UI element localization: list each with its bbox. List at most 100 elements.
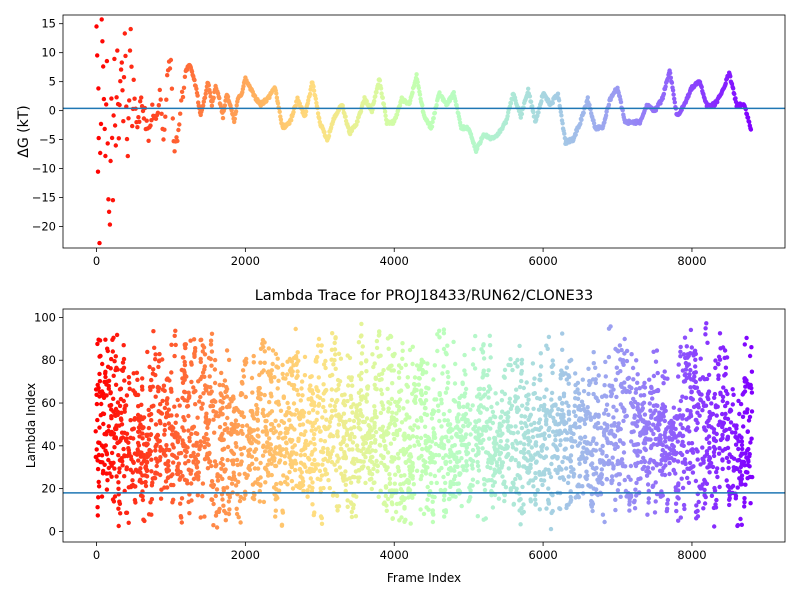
lambda-point xyxy=(162,422,167,428)
lambda-point xyxy=(342,392,347,397)
lambda-point xyxy=(738,516,743,522)
lambda-point xyxy=(505,445,510,451)
lambda-point xyxy=(351,502,356,508)
lambda-point xyxy=(449,435,454,440)
lambda-point xyxy=(611,442,617,447)
lambda-point xyxy=(675,483,681,488)
lambda-point xyxy=(262,349,267,354)
lambda-point xyxy=(321,398,326,403)
lambda-point xyxy=(739,522,744,527)
lambda-point xyxy=(704,321,709,326)
lambda-point xyxy=(615,458,621,464)
lambda-point xyxy=(727,426,732,432)
lambda-point xyxy=(514,447,519,452)
lambda-point xyxy=(344,443,350,448)
lambda-point xyxy=(233,483,239,488)
lambda-point xyxy=(311,468,317,474)
lambda-point xyxy=(227,492,232,497)
lambda-point xyxy=(688,351,693,356)
lambda-point xyxy=(430,508,435,513)
delta-g-point xyxy=(672,96,677,102)
lambda-point xyxy=(703,403,709,408)
lambda-point xyxy=(665,497,671,503)
lambda-point xyxy=(214,410,219,415)
lambda-point xyxy=(283,412,289,418)
delta-g-point xyxy=(159,111,164,117)
lambda-point xyxy=(117,403,123,409)
lambda-point xyxy=(311,512,316,518)
lambda-point xyxy=(447,408,452,414)
delta-g-point xyxy=(579,117,584,123)
lambda-point xyxy=(284,440,289,445)
lambda-point xyxy=(727,502,732,508)
delta-g-point xyxy=(378,86,384,91)
lambda-point xyxy=(261,344,266,350)
lambda-point xyxy=(180,473,185,479)
lambda-point xyxy=(511,431,516,436)
lambda-point xyxy=(459,428,464,433)
lambda-point xyxy=(130,478,135,483)
lambda-point xyxy=(423,370,429,375)
lambda-point xyxy=(334,493,340,498)
lambda-point xyxy=(557,506,562,511)
lambda-point xyxy=(681,502,687,508)
lambda-point xyxy=(262,413,267,419)
lambda-point xyxy=(363,455,368,460)
lambda-point xyxy=(429,439,435,444)
delta-g-point xyxy=(539,99,544,104)
lambda-point xyxy=(717,484,722,490)
lambda-point xyxy=(309,428,314,433)
lambda-point xyxy=(600,443,605,449)
lambda-point xyxy=(467,421,472,426)
lambda-point xyxy=(541,478,547,483)
lambda-point xyxy=(328,403,333,408)
lambda-point xyxy=(205,466,211,471)
delta-g-point xyxy=(161,137,166,142)
lambda-point xyxy=(534,459,539,464)
lambda-point xyxy=(703,494,708,500)
lambda-point xyxy=(577,416,582,421)
lambda-point xyxy=(660,442,665,448)
lambda-point xyxy=(296,392,301,397)
lambda-point xyxy=(717,357,723,362)
delta-g-point xyxy=(278,117,284,122)
lambda-point xyxy=(452,399,458,404)
lambda-point xyxy=(733,442,739,447)
lambda-point xyxy=(255,433,260,438)
delta-g-point xyxy=(105,141,110,146)
lambda-point xyxy=(290,369,295,374)
lambda-point xyxy=(95,513,101,518)
lambda-point xyxy=(100,471,106,476)
lambda-point xyxy=(258,482,263,487)
lambda-point xyxy=(153,352,158,357)
lambda-point xyxy=(270,361,275,367)
lambda-point xyxy=(136,443,142,448)
lambda-point xyxy=(301,410,307,415)
lambda-point xyxy=(171,460,176,465)
lambda-point xyxy=(698,485,703,490)
delta-g-point xyxy=(581,110,586,116)
lambda-point xyxy=(361,459,366,464)
lambda-point xyxy=(741,424,746,429)
lambda-point xyxy=(377,329,382,334)
delta-g-point xyxy=(372,98,377,104)
delta-g-point xyxy=(168,57,174,63)
lambda-point xyxy=(725,434,731,439)
lambda-point xyxy=(441,446,446,451)
lambda-point xyxy=(368,455,374,460)
lambda-point xyxy=(429,416,435,421)
lambda-point xyxy=(146,407,151,413)
lambda-point xyxy=(387,476,393,481)
lambda-point xyxy=(208,342,214,347)
lambda-point xyxy=(240,368,246,373)
lambda-point xyxy=(502,492,507,498)
lambda-point xyxy=(205,425,210,430)
lambda-point xyxy=(490,409,496,415)
y-tick-label: 10 xyxy=(41,46,56,60)
delta-g-point xyxy=(295,95,300,100)
lambda-point xyxy=(187,438,192,444)
delta-g-point xyxy=(373,94,378,99)
lambda-point xyxy=(689,377,694,382)
lambda-point xyxy=(345,427,350,432)
lambda-point xyxy=(585,451,590,456)
